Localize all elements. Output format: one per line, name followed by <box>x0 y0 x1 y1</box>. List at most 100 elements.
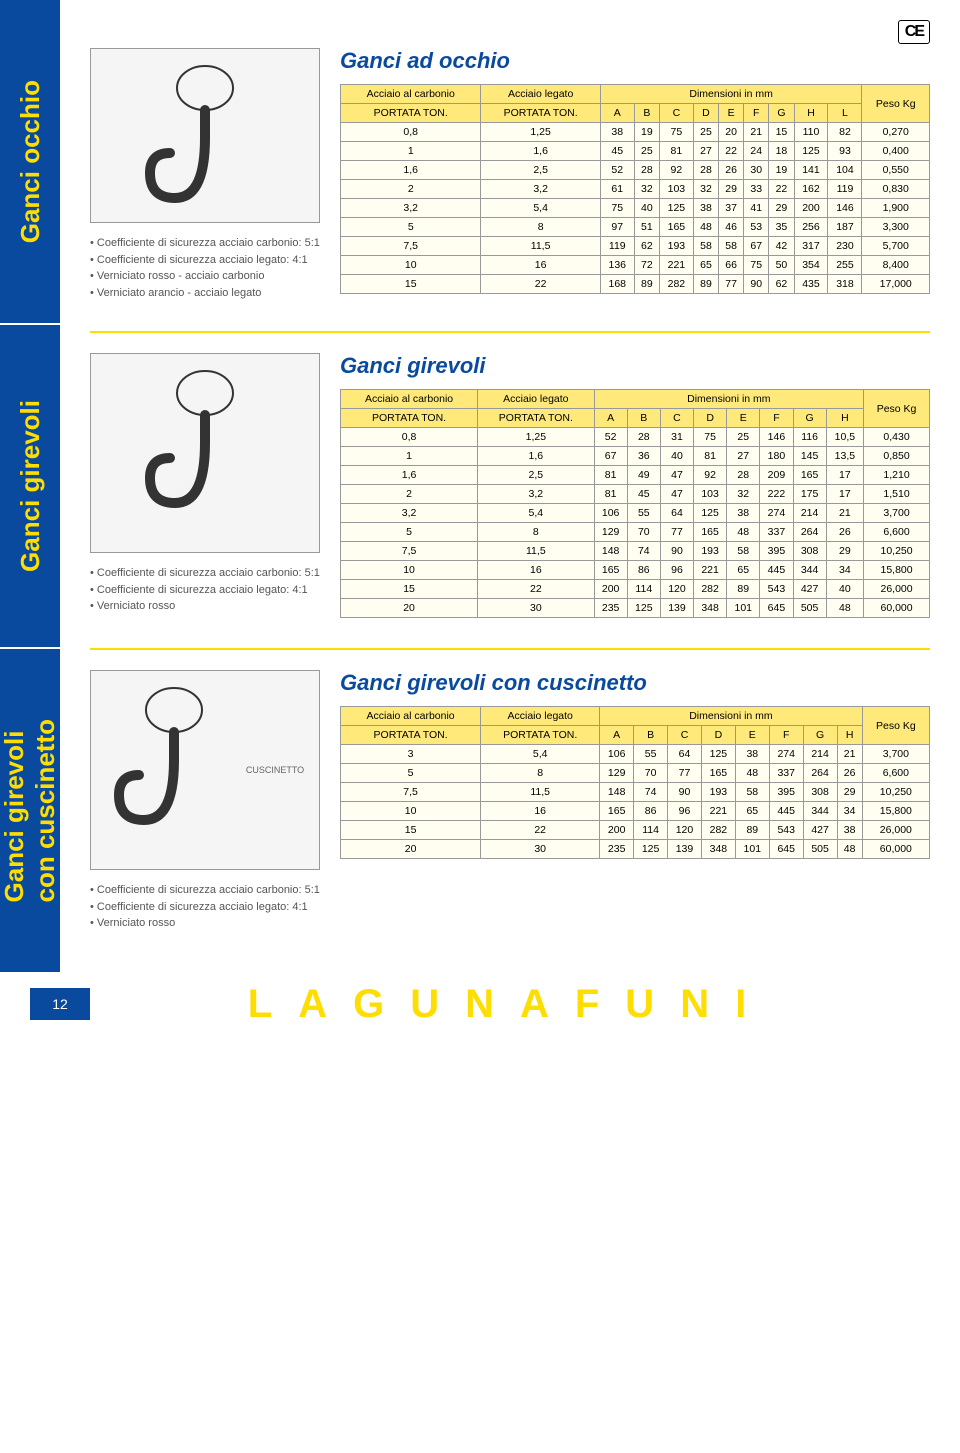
right-column: Ganci girevoliAcciaio al carbonioAcciaio… <box>340 353 930 618</box>
table-cell: 5,700 <box>862 237 930 256</box>
table-cell: 125 <box>659 199 693 218</box>
sidebar-tab: Ganci girevoli <box>0 325 60 650</box>
section: Coefficiente di sicurezza acciaio carbon… <box>90 48 930 301</box>
bullet-list: Coefficiente di sicurezza acciaio carbon… <box>90 882 320 932</box>
table-cell: 1 <box>341 447 478 466</box>
table-cell: 65 <box>693 256 718 275</box>
section-divider <box>90 331 930 333</box>
table-cell: 32 <box>727 485 760 504</box>
right-column: Ganci ad occhioAcciaio al carbonioAcciai… <box>340 48 930 294</box>
table-cell: 103 <box>659 180 693 199</box>
table-cell: 5,4 <box>478 504 594 523</box>
table-cell: 505 <box>803 840 837 859</box>
table-cell: 77 <box>668 764 702 783</box>
col-header: Dimensioni in mm <box>600 707 862 726</box>
table-cell: 0,830 <box>862 180 930 199</box>
table-cell: 165 <box>594 561 627 580</box>
table-cell: 136 <box>600 256 634 275</box>
table-cell: 505 <box>793 599 826 618</box>
table-cell: 3,2 <box>341 199 481 218</box>
table-cell: 32 <box>693 180 718 199</box>
bullet-item: Verniciato arancio - acciaio legato <box>90 285 320 302</box>
table-cell: 58 <box>727 542 760 561</box>
col-subheader: C <box>668 726 702 745</box>
table-cell: 10,250 <box>864 542 930 561</box>
table-cell: 38 <box>837 821 862 840</box>
table-cell: 200 <box>594 580 627 599</box>
table-cell: 256 <box>794 218 828 237</box>
table-cell: 67 <box>594 447 627 466</box>
table-cell: 60,000 <box>864 599 930 618</box>
table-cell: 65 <box>735 802 769 821</box>
table-cell: 70 <box>634 764 668 783</box>
table-cell: 62 <box>634 237 659 256</box>
table-cell: 106 <box>594 504 627 523</box>
table-cell: 214 <box>803 745 837 764</box>
table-cell: 427 <box>803 821 837 840</box>
table-cell: 308 <box>803 783 837 802</box>
table-cell: 75 <box>659 123 693 142</box>
col-header: Acciaio al carbonio <box>341 85 481 104</box>
table-row: 7,511,51487490193583953082910,250 <box>341 542 930 561</box>
table-cell: 17 <box>826 466 863 485</box>
col-subheader: B <box>627 409 660 428</box>
table-cell: 348 <box>701 840 735 859</box>
table-cell: 119 <box>600 237 634 256</box>
col-subheader: E <box>735 726 769 745</box>
page: Ganci occhioGanci girevoliGanci girevoli… <box>0 0 960 972</box>
table-cell: 8 <box>478 523 594 542</box>
table-cell: 48 <box>693 218 718 237</box>
col-subheader: B <box>634 726 668 745</box>
table-cell: 308 <box>793 542 826 561</box>
col-subheader: G <box>793 409 826 428</box>
table-cell: 27 <box>727 447 760 466</box>
col-header: Dimensioni in mm <box>600 85 862 104</box>
table-cell: 0,430 <box>864 428 930 447</box>
table-cell: 645 <box>769 840 803 859</box>
table-cell: 40 <box>634 199 659 218</box>
table-cell: 3,2 <box>478 485 594 504</box>
table-cell: 5 <box>341 523 478 542</box>
table-cell: 81 <box>594 485 627 504</box>
table-cell: 25 <box>634 142 659 161</box>
table-cell: 93 <box>828 142 862 161</box>
table-cell: 162 <box>794 180 828 199</box>
table-cell: 264 <box>803 764 837 783</box>
table-cell: 255 <box>828 256 862 275</box>
table-cell: 72 <box>634 256 659 275</box>
table-cell: 1,510 <box>864 485 930 504</box>
table-cell: 25 <box>693 123 718 142</box>
diagram-extra-label: CUSCINETTO <box>244 763 306 777</box>
col-subheader: E <box>727 409 760 428</box>
table-cell: 16 <box>481 802 600 821</box>
table-cell: 28 <box>693 161 718 180</box>
table-cell: 165 <box>659 218 693 237</box>
table-cell: 89 <box>727 580 760 599</box>
table-cell: 27 <box>693 142 718 161</box>
section: Coefficiente di sicurezza acciaio carbon… <box>90 353 930 618</box>
col-subheader: PORTATA TON. <box>341 726 481 745</box>
table-cell: 318 <box>828 275 862 294</box>
table-cell: 114 <box>627 580 660 599</box>
table-cell: 51 <box>634 218 659 237</box>
table-cell: 48 <box>837 840 862 859</box>
table-cell: 15,800 <box>864 561 930 580</box>
table-cell: 62 <box>769 275 794 294</box>
table-cell: 11,5 <box>481 783 600 802</box>
table-cell: 55 <box>634 745 668 764</box>
table-cell: 0,270 <box>862 123 930 142</box>
col-header: Acciaio legato <box>481 85 600 104</box>
table-cell: 22 <box>769 180 794 199</box>
table-cell: 96 <box>660 561 693 580</box>
table-row: 11,645258127222418125930,400 <box>341 142 930 161</box>
col-subheader: L <box>828 104 862 123</box>
table-cell: 165 <box>694 523 727 542</box>
table-row: 101613672221656675503542558,400 <box>341 256 930 275</box>
table-cell: 221 <box>701 802 735 821</box>
bullet-item: Coefficiente di sicurezza acciaio legato… <box>90 252 320 269</box>
table-cell: 66 <box>719 256 744 275</box>
table-cell: 165 <box>600 802 634 821</box>
table-cell: 34 <box>826 561 863 580</box>
table-cell: 543 <box>769 821 803 840</box>
left-column: CUSCINETTO Coefficiente di sicurezza acci… <box>90 670 320 932</box>
